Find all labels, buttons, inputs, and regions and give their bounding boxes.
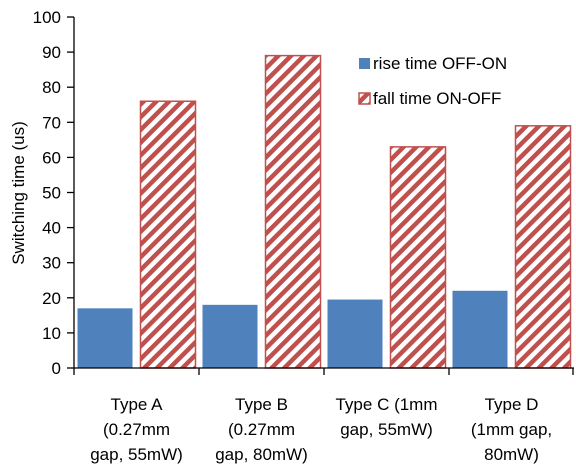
x-tick-label: Type C (1mm [335,395,437,414]
y-tick-label: 10 [42,324,61,343]
y-tick-label: 90 [42,43,61,62]
bars [77,54,572,369]
x-tick-label: gap, 55mW) [340,420,433,439]
y-axis-title: Switching time (us) [9,121,28,265]
legend-swatch-fall-time [358,92,371,105]
y-tick-label: 20 [42,289,61,308]
bar-fall-time-2 [264,54,322,369]
legend-label-rise-time: rise time OFF-ON [373,54,507,73]
x-tick-label: Type A [111,395,164,414]
y-axis-ticks: 0 10 20 30 40 50 60 70 80 90 100 [33,8,74,378]
x-tick-label: gap, 55mW) [90,445,183,464]
bar-rise-time-2 [202,304,258,368]
bar-rise-time-3 [327,299,383,368]
y-tick-label: 40 [42,219,61,238]
bar-fall-time-4 [514,125,572,369]
x-tick-label: 80mW) [484,445,539,464]
x-tick-label: (0.27mm [103,420,170,439]
y-tick-label: 60 [42,148,61,167]
y-tick-label: 100 [33,8,61,27]
y-tick-label: 70 [42,113,61,132]
x-tick-label: Type D [485,395,539,414]
y-tick-label: 80 [42,78,61,97]
x-tick-label: gap, 80mW) [215,445,308,464]
bar-fall-time-3 [389,146,447,369]
legend-swatch-rise-time [359,58,370,69]
x-tick-label: (1mm gap, [471,420,552,439]
x-tick-label: Type B [235,395,288,414]
legend-label-fall-time: fall time ON-OFF [373,89,501,108]
legend: rise time OFF-ON fall time ON-OFF [358,54,507,108]
x-axis-labels: Type A (0.27mm gap, 55mW) Type B (0.27mm gap,… [90,395,552,464]
bar-fall-time-1 [139,100,197,369]
x-tick-label: (0.27mm [228,420,295,439]
bar-rise-time-4 [452,290,508,368]
bar-rise-time-1 [77,308,133,368]
y-tick-label: 30 [42,254,61,273]
y-tick-label: 0 [52,359,61,378]
axes [73,17,574,375]
y-tick-label: 50 [42,184,61,203]
